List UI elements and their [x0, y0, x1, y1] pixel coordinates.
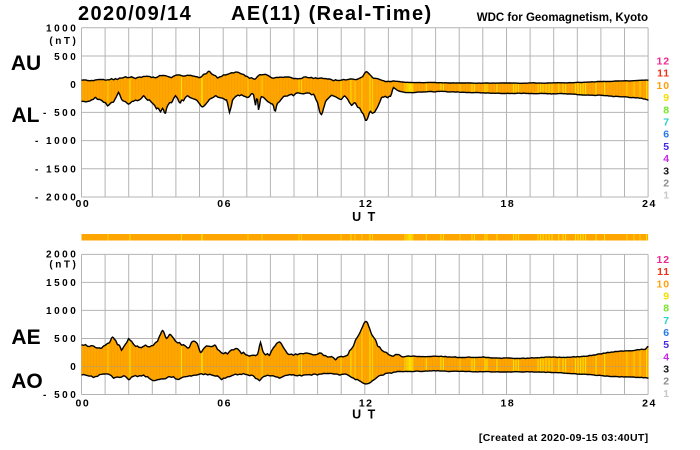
svg-text:- 1500: - 1500	[35, 164, 78, 175]
svg-text:00: 00	[76, 198, 91, 210]
svg-text:4: 4	[663, 351, 670, 363]
svg-text:AL: AL	[12, 104, 40, 127]
svg-text:- 500: - 500	[43, 390, 78, 401]
svg-text:(nT): (nT)	[49, 259, 78, 270]
svg-text:- 2000: - 2000	[35, 193, 78, 204]
svg-text:500: 500	[54, 52, 78, 63]
svg-text:1: 1	[663, 190, 670, 202]
svg-text:2020/09/14: 2020/09/14	[78, 3, 192, 25]
svg-text:AU: AU	[11, 52, 41, 75]
svg-text:8: 8	[663, 303, 670, 315]
svg-text:(nT): (nT)	[49, 36, 78, 47]
svg-text:[Created at 2020-09-15 03:40UT: [Created at 2020-09-15 03:40UT]	[479, 432, 649, 444]
svg-text:1000: 1000	[46, 23, 78, 34]
svg-text:8: 8	[663, 104, 670, 116]
svg-text:U T: U T	[352, 210, 377, 224]
svg-text:- 500: - 500	[43, 108, 78, 119]
svg-text:12: 12	[359, 198, 374, 210]
svg-text:18: 18	[501, 198, 516, 210]
svg-text:U T: U T	[352, 408, 377, 422]
svg-text:18: 18	[501, 397, 516, 409]
svg-text:7: 7	[663, 117, 670, 129]
svg-text:1500: 1500	[46, 278, 78, 289]
svg-text:AE(11) (Real-Time): AE(11) (Real-Time)	[231, 3, 433, 25]
svg-text:11: 11	[657, 266, 670, 278]
svg-text:06: 06	[217, 198, 232, 210]
svg-text:10: 10	[657, 278, 670, 290]
svg-text:10: 10	[657, 80, 670, 92]
svg-text:12: 12	[359, 397, 374, 409]
svg-text:1: 1	[663, 388, 670, 400]
svg-text:AE: AE	[11, 326, 40, 349]
svg-text:2: 2	[663, 376, 670, 388]
svg-text:6: 6	[663, 327, 670, 339]
svg-text:11: 11	[657, 68, 670, 80]
svg-text:4: 4	[663, 153, 670, 165]
svg-text:0: 0	[70, 362, 78, 373]
svg-text:06: 06	[217, 397, 232, 409]
svg-text:3: 3	[663, 364, 670, 376]
svg-text:500: 500	[54, 334, 78, 345]
svg-text:0: 0	[70, 80, 78, 91]
svg-text:7: 7	[663, 315, 670, 327]
svg-text:24: 24	[642, 198, 657, 210]
svg-text:2000: 2000	[46, 249, 78, 260]
svg-text:WDC for Geomagnetism, Kyoto: WDC for Geomagnetism, Kyoto	[477, 12, 648, 24]
svg-text:12: 12	[657, 254, 670, 266]
svg-text:24: 24	[642, 397, 657, 409]
svg-text:6: 6	[663, 129, 670, 141]
svg-text:9: 9	[663, 92, 670, 104]
svg-text:- 1000: - 1000	[35, 136, 78, 147]
svg-text:AO: AO	[11, 370, 43, 393]
svg-text:1000: 1000	[46, 306, 78, 317]
svg-text:3: 3	[663, 165, 670, 177]
svg-text:9: 9	[663, 291, 670, 303]
svg-text:00: 00	[76, 397, 91, 409]
svg-text:5: 5	[663, 141, 670, 153]
svg-text:2: 2	[663, 178, 670, 190]
svg-text:12: 12	[657, 56, 670, 68]
svg-text:5: 5	[663, 339, 670, 351]
